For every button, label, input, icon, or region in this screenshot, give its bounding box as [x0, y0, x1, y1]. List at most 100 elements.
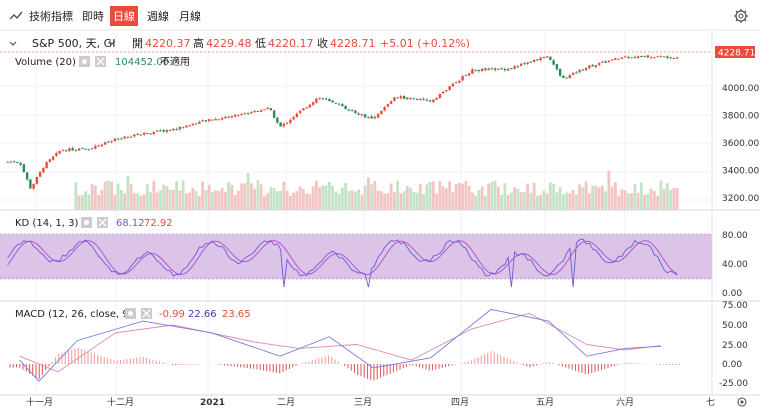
volume-bar — [483, 195, 487, 210]
volume-bar — [422, 194, 426, 210]
candle-body — [298, 110, 302, 114]
volume-bar — [301, 188, 305, 210]
volume-bar — [259, 184, 263, 210]
candle-body — [217, 119, 221, 121]
candle-body — [324, 98, 328, 100]
volume-bar — [236, 190, 240, 210]
tab-realtime[interactable]: 即時 — [82, 10, 104, 23]
candle-body — [77, 148, 81, 151]
candle-body — [129, 136, 133, 138]
price-tick: 4000.00 — [722, 84, 759, 94]
candle-body — [643, 55, 646, 57]
volume-bar — [467, 185, 471, 210]
candle-body — [441, 91, 445, 94]
volume-bar — [464, 181, 468, 210]
volume-bar — [568, 193, 572, 210]
volume-bar — [389, 183, 393, 210]
volume-bar — [308, 194, 312, 210]
candle-body — [90, 148, 94, 150]
candle-body — [477, 69, 481, 72]
close-value: 4228.71 — [330, 37, 376, 50]
candle-body — [454, 82, 458, 84]
macd-tick: 25.00 — [722, 341, 748, 351]
volume-bar — [519, 192, 523, 210]
candle-body — [558, 68, 562, 76]
volume-bar — [363, 185, 367, 210]
candle-body — [311, 102, 315, 106]
candle-body — [656, 56, 659, 58]
volume-bar — [353, 191, 357, 210]
symbol-label: S&P 500, 天, GI — [32, 37, 115, 50]
candle-body — [64, 150, 68, 152]
volume-bar — [116, 183, 120, 210]
volume-bar — [288, 195, 292, 210]
candle-body — [318, 97, 321, 99]
last-price-tag-text: 4228.71 — [718, 49, 755, 59]
candle-body — [415, 98, 419, 101]
kd-legend: KD (14, 1, 3) 68.12 72.92 — [15, 217, 173, 229]
volume-bar — [243, 183, 247, 210]
axis-settings-icon[interactable] — [737, 397, 747, 407]
volume-bar — [165, 186, 169, 210]
candle-body — [435, 98, 438, 100]
candle-body — [393, 97, 396, 101]
candle-body — [471, 69, 474, 74]
indicator-button[interactable]: 技術指標 — [29, 9, 73, 23]
volume-bar — [474, 195, 478, 210]
time-tick: 四月 — [451, 397, 469, 408]
volume-bar — [97, 194, 101, 210]
low-value: 4220.17 — [268, 37, 314, 50]
candle-body — [220, 118, 224, 120]
volume-bar — [613, 182, 617, 210]
last-price-tag — [715, 46, 755, 58]
collapse-icon[interactable] — [9, 41, 17, 46]
candle-body — [295, 113, 299, 118]
volume-bar — [630, 193, 634, 210]
tab-weekly[interactable]: 週線 — [147, 9, 169, 23]
settings-gear-icon[interactable] — [734, 9, 748, 23]
candle-body — [94, 145, 97, 149]
tab-monthly[interactable]: 月線 — [179, 9, 201, 23]
volume-bar — [246, 172, 250, 210]
volume-bar — [214, 190, 218, 210]
volume-bar — [539, 194, 543, 210]
volume-bar — [327, 182, 331, 210]
candle-body — [42, 167, 45, 173]
price-tick: 3400.00 — [722, 167, 759, 177]
candle-body — [487, 68, 490, 71]
volume-bar — [656, 195, 660, 210]
volume-bar — [461, 183, 465, 210]
volume-bar — [321, 185, 325, 210]
volume-bar — [188, 192, 192, 210]
candle-body — [490, 68, 494, 70]
candle-body — [149, 133, 152, 135]
volume-bar — [399, 193, 403, 210]
volume-bar — [279, 190, 283, 210]
volume-bar — [633, 184, 637, 210]
kd-tick: 0.00 — [722, 289, 742, 299]
candle-body — [363, 114, 367, 118]
high-label: 高 — [193, 36, 204, 50]
candle-body — [503, 68, 507, 71]
candle-body — [662, 56, 666, 58]
volume-bar — [425, 184, 429, 210]
volume-bar — [558, 187, 562, 210]
candle-body — [22, 164, 26, 173]
volume-bar — [132, 193, 136, 210]
volume-bar — [142, 194, 146, 210]
candle-body — [575, 72, 578, 74]
volume-bar — [370, 184, 374, 210]
candle-body — [237, 115, 240, 117]
candle-body — [510, 68, 513, 70]
candle-body — [12, 161, 16, 163]
candle-body — [272, 110, 276, 119]
volume-bar — [477, 190, 481, 210]
volume-bar — [272, 188, 276, 210]
candle-body — [97, 145, 100, 147]
volume-bar — [282, 181, 286, 210]
tab-daily[interactable]: 日線 — [113, 9, 135, 23]
symbol-dropdown-icon[interactable] — [108, 40, 116, 45]
candle-body — [425, 99, 429, 101]
volume-bar — [123, 193, 127, 210]
